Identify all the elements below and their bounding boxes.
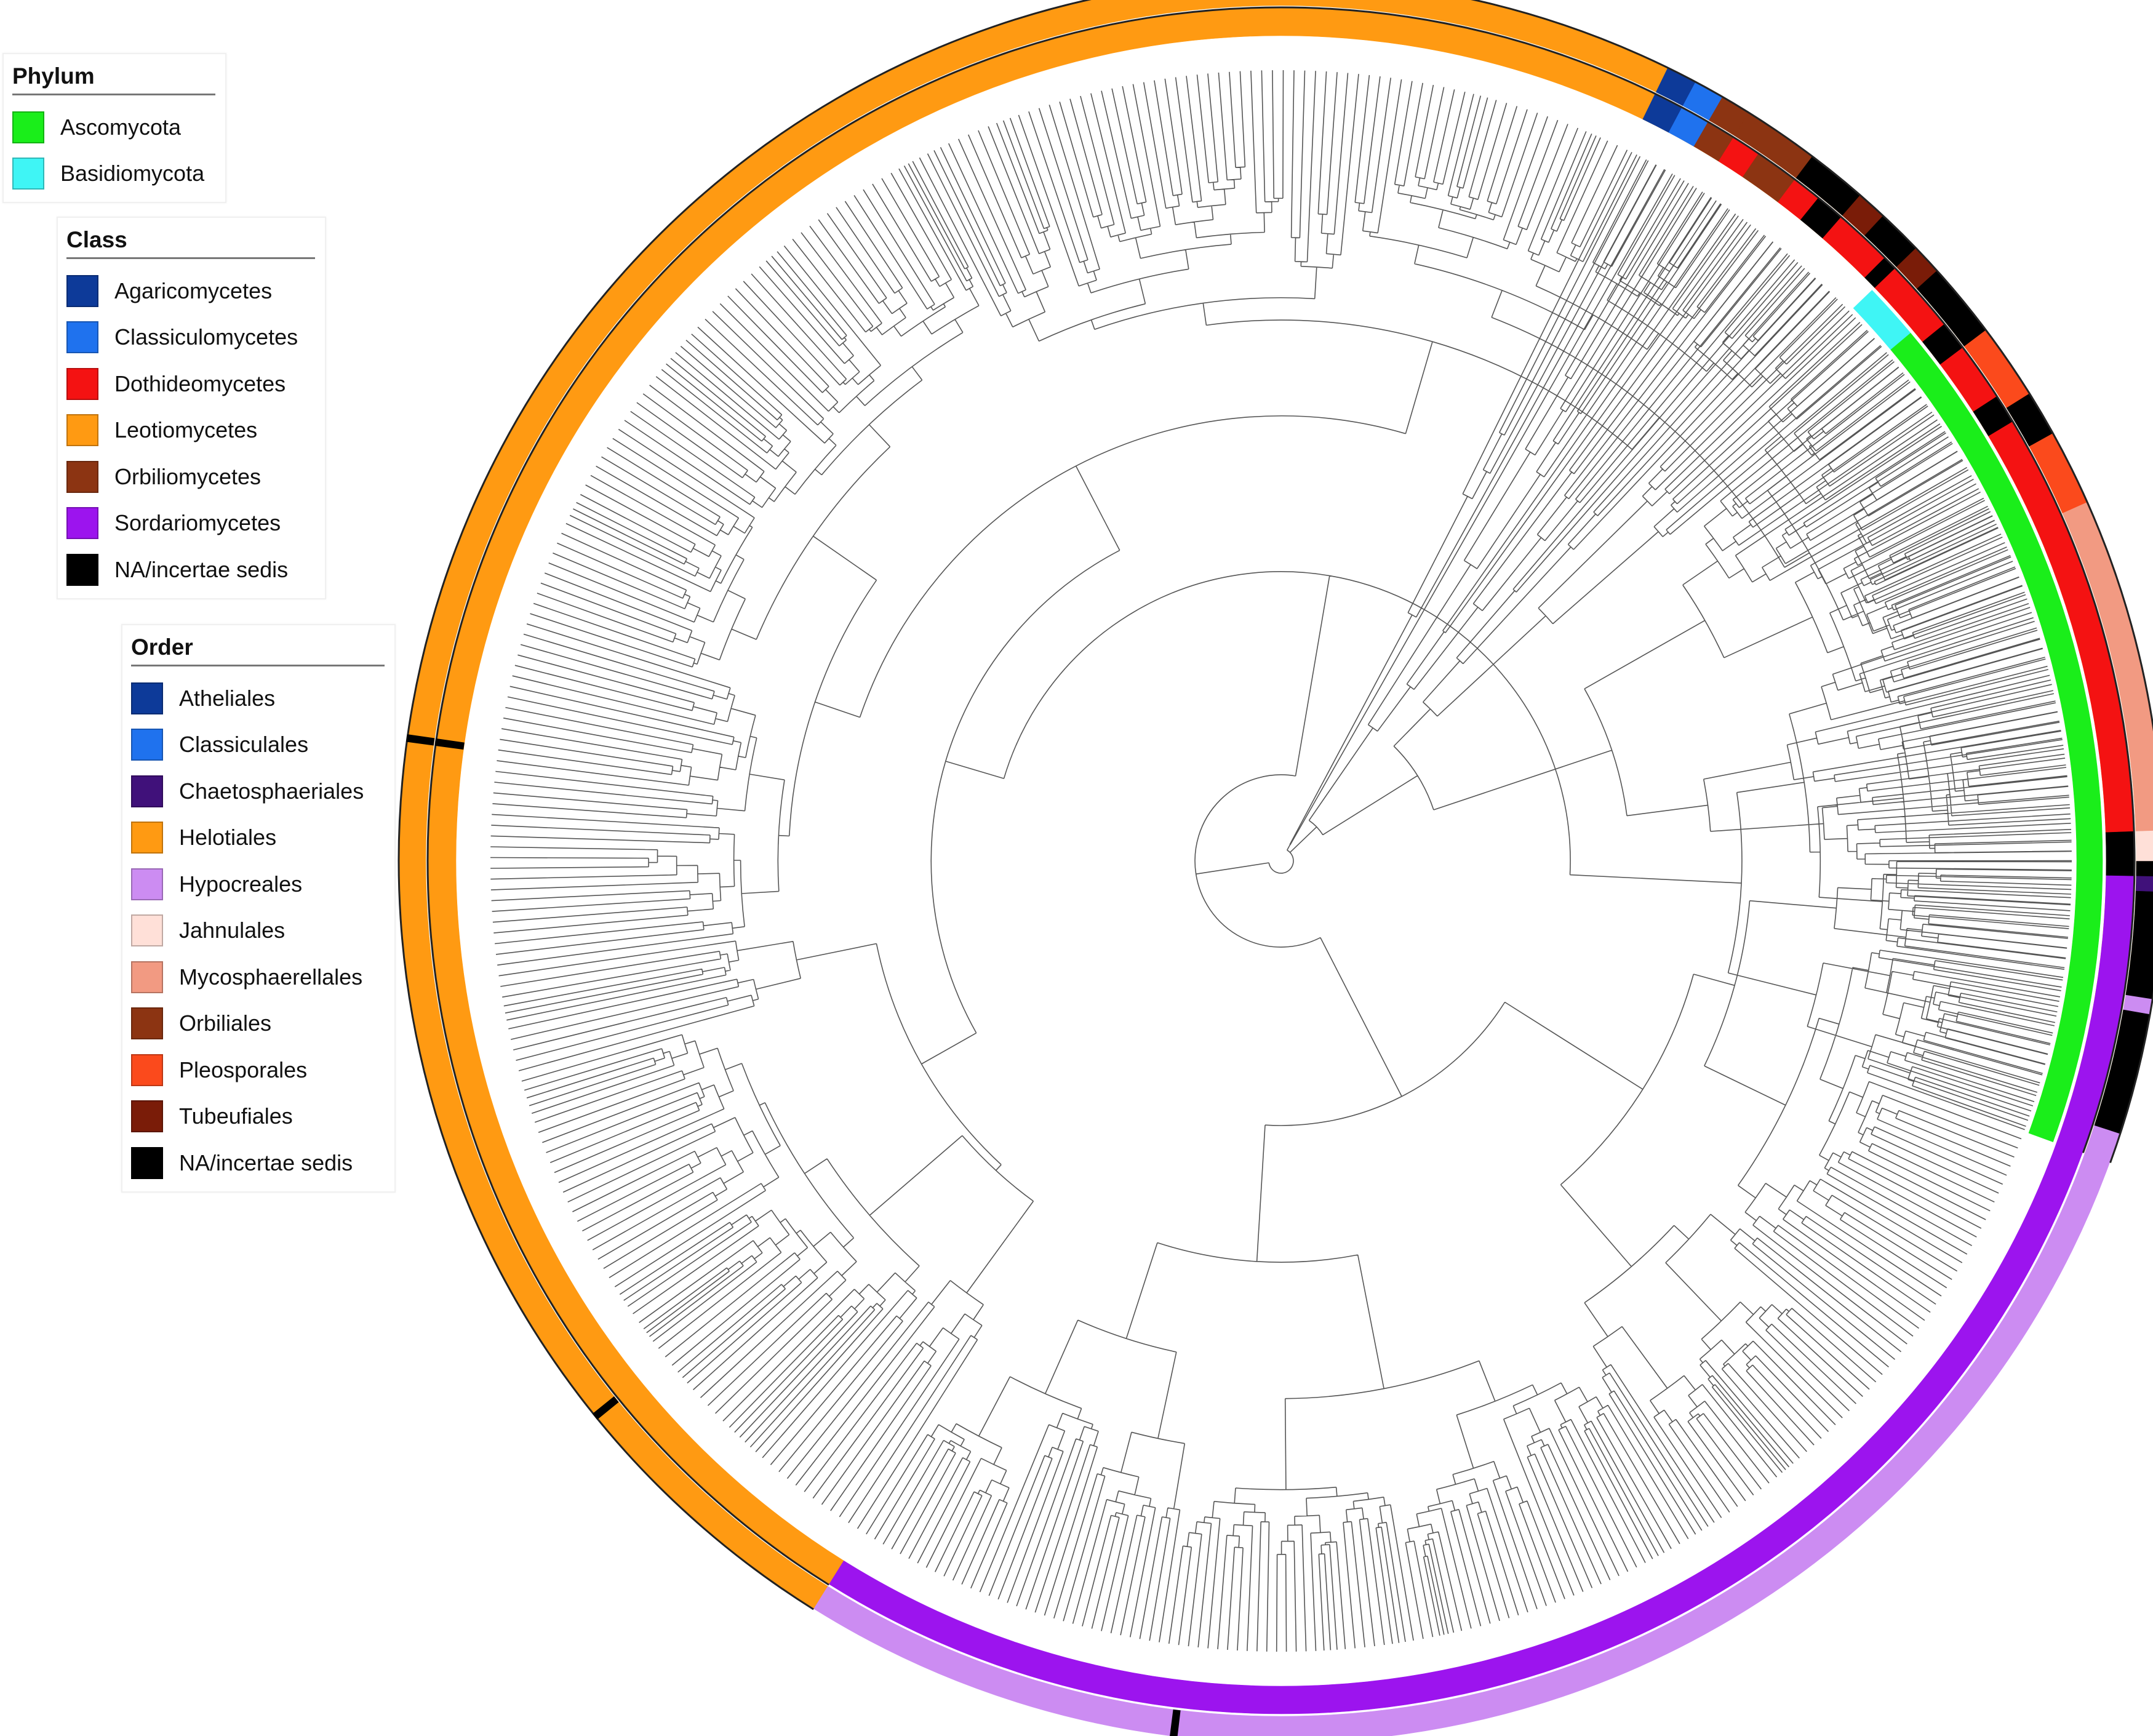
class-legend-title: Class xyxy=(66,226,315,259)
legend-label: Leotiomycetes xyxy=(114,417,258,443)
class-legend-item: Sordariomycetes xyxy=(66,500,315,547)
legend-swatch xyxy=(131,682,163,714)
legend-swatch xyxy=(131,1007,163,1040)
legend-label: Jahnulales xyxy=(179,918,286,943)
legend-swatch xyxy=(66,507,98,540)
legend-label: Dothideomycetes xyxy=(114,370,286,396)
class-ring-outline xyxy=(426,6,2136,1586)
phylum-ring-segment-basidiomycota xyxy=(1853,290,1911,350)
class-legend-item: Leotiomycetes xyxy=(66,407,315,454)
legend-swatch xyxy=(131,1054,163,1086)
legend-swatch xyxy=(131,961,163,993)
legend-swatch xyxy=(131,822,163,854)
legend-label: Basidiomycota xyxy=(60,161,205,186)
legend-label: NA/incertae sedis xyxy=(114,556,289,582)
phylum-legend-item: Ascomycota xyxy=(12,104,215,151)
legend-label: Pleosporales xyxy=(179,1057,308,1082)
order-legend: Order Atheliales Classiculales Chaetosph… xyxy=(121,624,396,1193)
legend-swatch xyxy=(66,367,98,400)
legend-swatch xyxy=(131,729,163,761)
class-legend-item: Agaricomycetes xyxy=(66,268,315,314)
legend-label: Orbiliales xyxy=(179,1010,272,1036)
legend-swatch xyxy=(131,914,163,947)
phylum-legend-item: Basidiomycota xyxy=(12,151,215,198)
legend-label: Helotiales xyxy=(179,825,277,850)
legend-label: Hypocreales xyxy=(179,871,303,897)
tree-branch-lines xyxy=(490,70,2072,1652)
legend-swatch xyxy=(66,321,98,354)
legend-label: Ascomycota xyxy=(60,114,182,140)
legend-label: Agaricomycetes xyxy=(114,278,273,303)
order-ring-segment-jahnulales xyxy=(2135,830,2153,862)
annotation-rings xyxy=(397,0,2153,1736)
legend-swatch xyxy=(66,553,98,586)
legend-swatch xyxy=(131,1146,163,1179)
legend-label: Chaetosphaeriales xyxy=(179,778,364,804)
legend-label: NA/incertae sedis xyxy=(179,1150,353,1175)
class-ring-marker xyxy=(434,738,465,750)
phylum-legend-title: Phylum xyxy=(12,63,215,95)
class-legend-item: NA/incertae sedis xyxy=(66,546,315,593)
legend-swatch xyxy=(131,1100,163,1133)
legend-label: Orbiliomycetes xyxy=(114,463,262,489)
order-ring-marker xyxy=(592,1396,619,1420)
order-legend-item: Classiculales xyxy=(131,722,385,769)
order-legend-item: Hypocreales xyxy=(131,861,385,908)
legend-label: Classiculales xyxy=(179,732,309,758)
legend-swatch xyxy=(131,775,163,807)
legend-label: Atheliales xyxy=(179,685,276,711)
legend-swatch xyxy=(12,111,44,143)
class-ring-segment-sordariomycetes xyxy=(829,875,2135,1714)
legend-swatch xyxy=(66,460,98,493)
order-legend-item: Mycosphaerellales xyxy=(131,954,385,1001)
order-ring-marker xyxy=(406,734,435,746)
order-legend-item: Pleosporales xyxy=(131,1047,385,1094)
class-legend-item: Orbiliomycetes xyxy=(66,454,315,500)
legend-label: Sordariomycetes xyxy=(114,510,281,536)
order-legend-item: Jahnulales xyxy=(131,908,385,954)
class-legend-item: Classiculomycetes xyxy=(66,314,315,361)
tree-branches xyxy=(490,70,2072,1652)
order-legend-item: Orbiliales xyxy=(131,1001,385,1047)
order-legend-item: Atheliales xyxy=(131,675,385,722)
legend-label: Classiculomycetes xyxy=(114,324,298,350)
order-ring-outline xyxy=(397,0,2153,1610)
class-legend: Class Agaricomycetes Classiculomycetes D… xyxy=(57,217,326,599)
order-legend-item: NA/incertae sedis xyxy=(131,1140,385,1186)
order-legend-title: Order xyxy=(131,634,385,666)
phylum-legend: Phylum Ascomycota Basidiomycota xyxy=(2,53,226,203)
order-ring-marker xyxy=(1170,1709,1181,1736)
legend-swatch xyxy=(12,158,44,190)
legend-swatch xyxy=(131,868,163,900)
legend-swatch xyxy=(66,274,98,307)
legend-label: Mycosphaerellales xyxy=(179,964,363,990)
class-legend-item: Dothideomycetes xyxy=(66,361,315,407)
order-legend-item: Tubeufiales xyxy=(131,1094,385,1140)
class-ring-segment-na-incertae-sedis xyxy=(2105,831,2135,876)
order-legend-item: Helotiales xyxy=(131,815,385,862)
legend-label: Tubeufiales xyxy=(179,1103,293,1129)
order-ring-segment-na-incertae-sedis xyxy=(2136,860,2153,877)
legend-swatch xyxy=(66,414,98,447)
order-ring-segment-chaetosphaeriales xyxy=(2135,875,2153,892)
order-legend-item: Chaetosphaeriales xyxy=(131,768,385,815)
